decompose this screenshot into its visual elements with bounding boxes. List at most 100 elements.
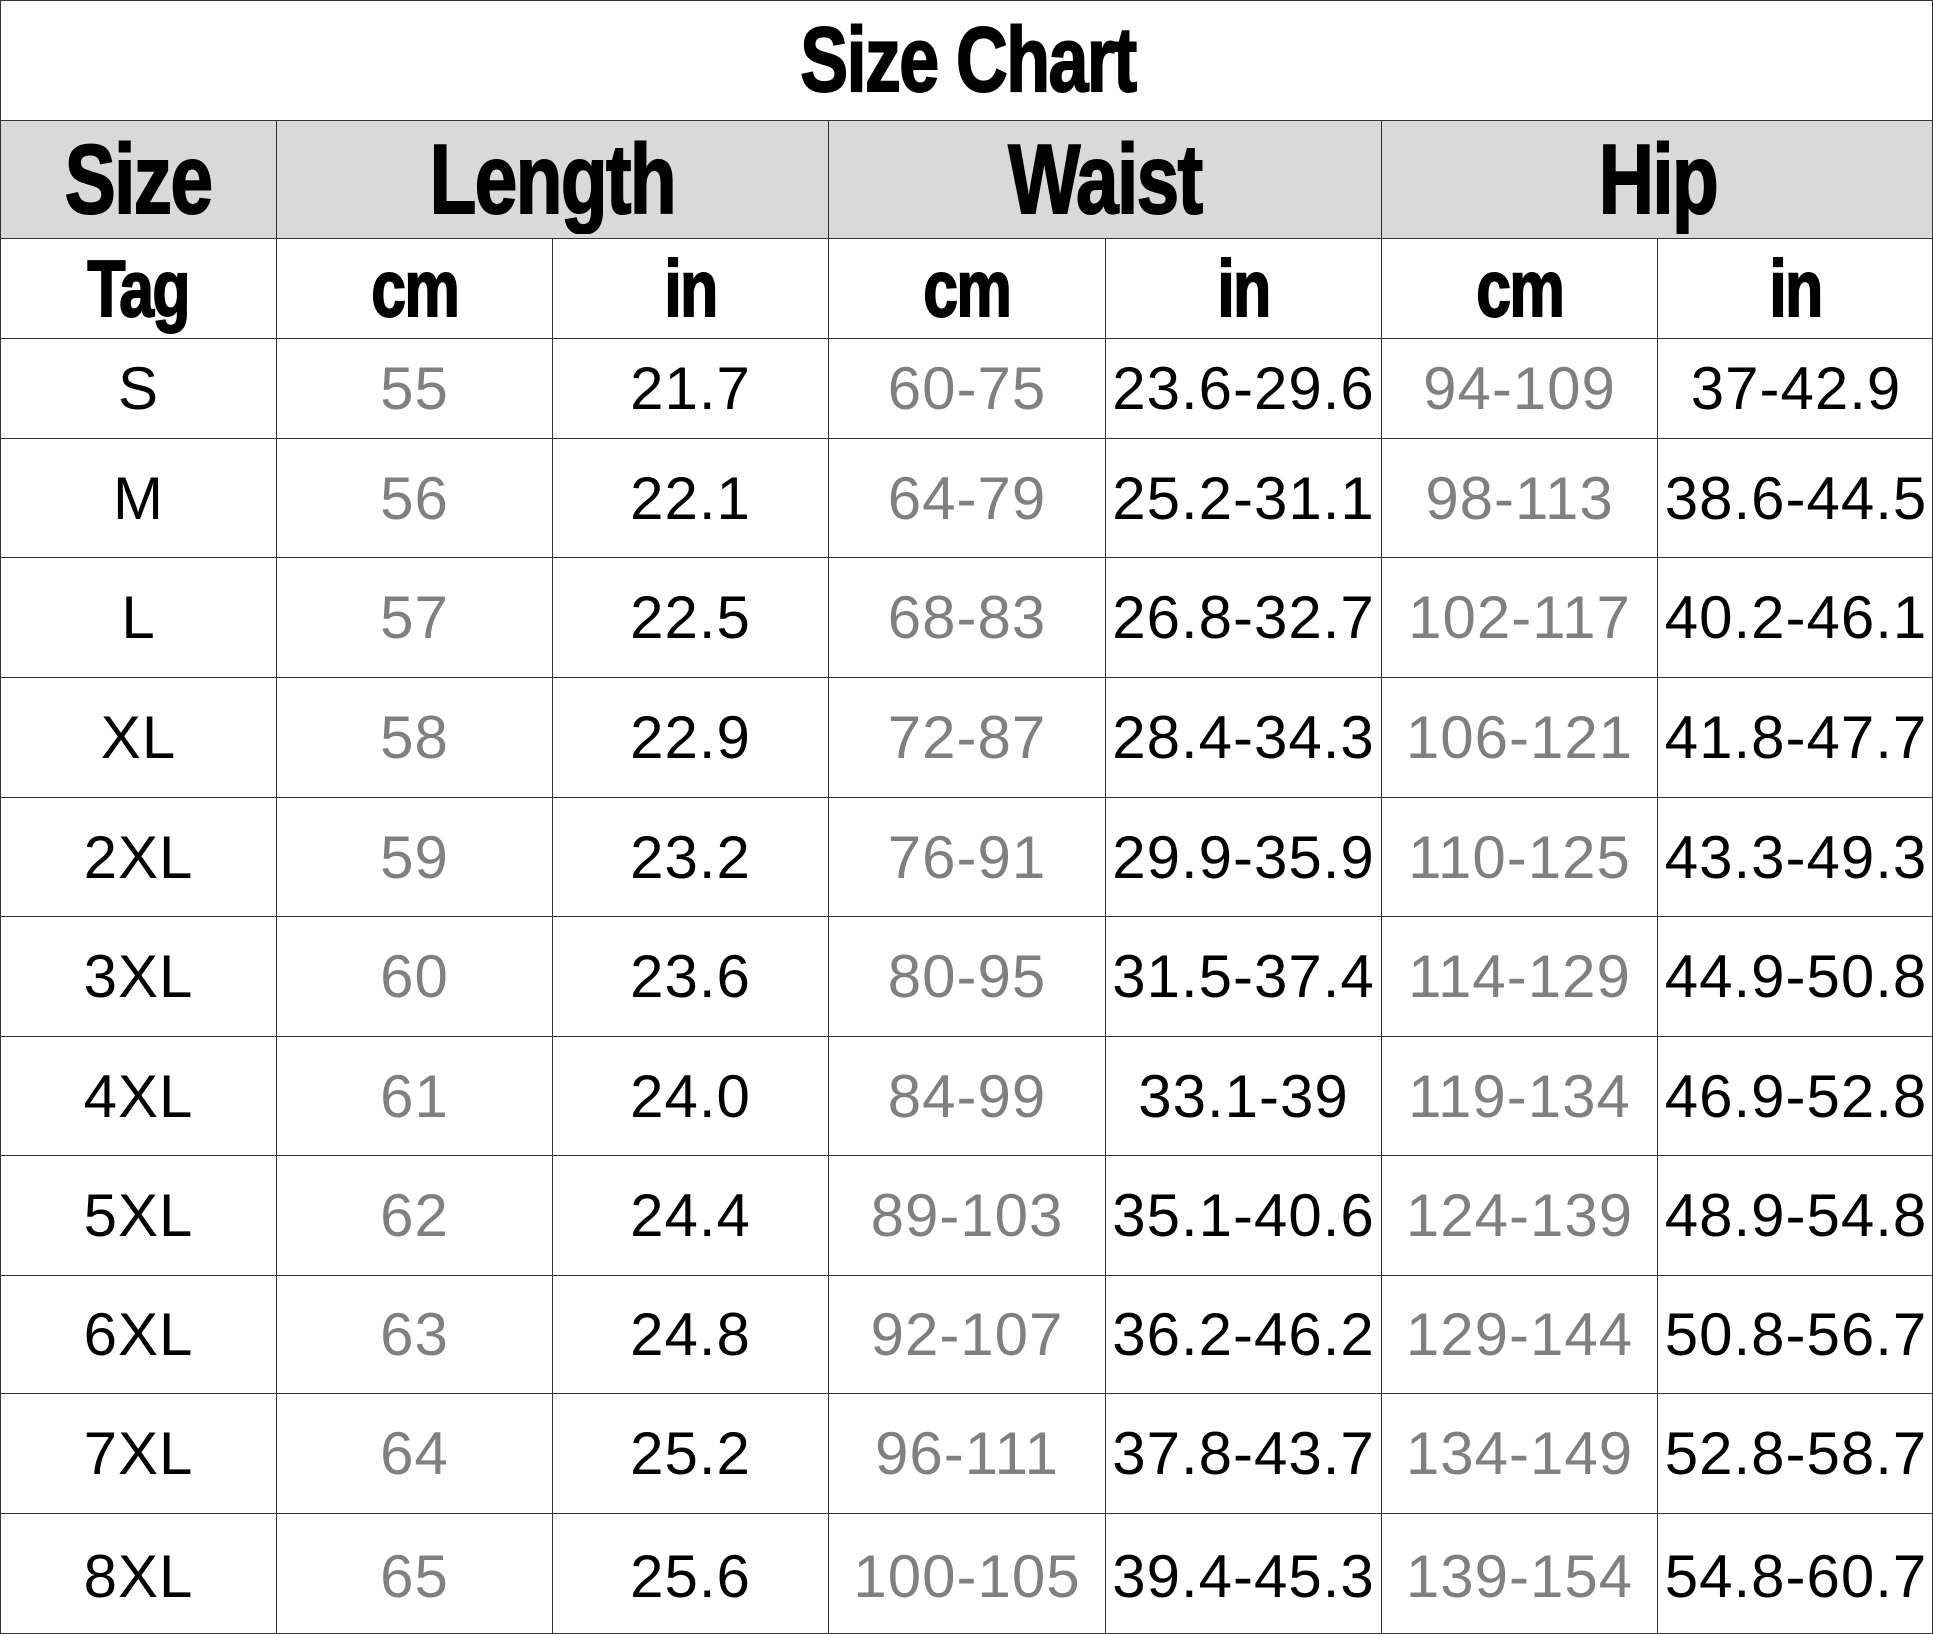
table-cell: 25.2 <box>553 1394 829 1514</box>
table-cell: 65 <box>277 1514 553 1633</box>
table-cell: 96-111 <box>829 1394 1106 1514</box>
table-cell: 63 <box>277 1276 553 1394</box>
header-hip: Hip <box>1382 121 1932 239</box>
table-cell: 22.9 <box>553 678 829 798</box>
table-cell: 24.0 <box>553 1037 829 1156</box>
size-tag-cell: 7XL <box>1 1394 277 1514</box>
table-cell: 39.4-45.3 <box>1106 1514 1382 1633</box>
table-cell: 64 <box>277 1394 553 1514</box>
subheader-cell: in <box>553 239 829 339</box>
subheader-cell: cm <box>829 239 1106 339</box>
table-cell: 52.8-58.7 <box>1658 1394 1932 1514</box>
table-cell: 44.9-50.8 <box>1658 917 1932 1037</box>
header-length-text: Length <box>429 123 677 235</box>
table-cell: 31.5-37.4 <box>1106 917 1382 1037</box>
table-cell: 22.1 <box>553 439 829 558</box>
subheader-cell: in <box>1106 239 1382 339</box>
table-cell: 54.8-60.7 <box>1658 1514 1932 1633</box>
table-cell: 62 <box>277 1156 553 1276</box>
table-cell: 40.2-46.1 <box>1658 558 1932 678</box>
table-cell: 55 <box>277 339 553 439</box>
table-cell: 119-134 <box>1382 1037 1658 1156</box>
header-size: Size <box>1 121 277 239</box>
size-tag-cell: M <box>1 439 277 558</box>
table-cell: 72-87 <box>829 678 1106 798</box>
table-cell: 60-75 <box>829 339 1106 439</box>
table-cell: 25.6 <box>553 1514 829 1633</box>
subheader-cell: cm <box>1382 239 1658 339</box>
table-cell: 68-83 <box>829 558 1106 678</box>
subheader-text: cm <box>370 243 460 334</box>
size-tag-cell: 5XL <box>1 1156 277 1276</box>
table-cell: 23.6 <box>553 917 829 1037</box>
table-cell: 92-107 <box>829 1276 1106 1394</box>
table-cell: 76-91 <box>829 798 1106 917</box>
subheader-cell: Tag <box>1 239 277 339</box>
table-cell: 21.7 <box>553 339 829 439</box>
table-cell: 37-42.9 <box>1658 339 1932 439</box>
subheader-text: Tag <box>87 243 192 334</box>
table-cell: 29.9-35.9 <box>1106 798 1382 917</box>
chart-title-text: Size Chart <box>799 8 1137 112</box>
size-tag-cell: 4XL <box>1 1037 277 1156</box>
table-cell: 38.6-44.5 <box>1658 439 1932 558</box>
table-cell: 46.9-52.8 <box>1658 1037 1932 1156</box>
table-cell: 36.2-46.2 <box>1106 1276 1382 1394</box>
table-cell: 22.5 <box>553 558 829 678</box>
header-waist: Waist <box>829 121 1382 239</box>
table-cell: 94-109 <box>1382 339 1658 439</box>
table-cell: 89-103 <box>829 1156 1106 1276</box>
subheader-text: cm <box>923 243 1013 334</box>
table-cell: 24.8 <box>553 1276 829 1394</box>
header-waist-text: Waist <box>1008 123 1204 235</box>
table-cell: 23.2 <box>553 798 829 917</box>
table-cell: 84-99 <box>829 1037 1106 1156</box>
table-cell: 26.8-32.7 <box>1106 558 1382 678</box>
table-cell: 59 <box>277 798 553 917</box>
table-cell: 23.6-29.6 <box>1106 339 1382 439</box>
size-tag-cell: 2XL <box>1 798 277 917</box>
subheader-text: in <box>664 243 719 334</box>
subheader-cell: cm <box>277 239 553 339</box>
table-cell: 50.8-56.7 <box>1658 1276 1932 1394</box>
table-cell: 134-149 <box>1382 1394 1658 1514</box>
table-cell: 64-79 <box>829 439 1106 558</box>
table-cell: 129-144 <box>1382 1276 1658 1394</box>
table-cell: 41.8-47.7 <box>1658 678 1932 798</box>
table-cell: 58 <box>277 678 553 798</box>
table-cell: 106-121 <box>1382 678 1658 798</box>
table-cell: 114-129 <box>1382 917 1658 1037</box>
table-cell: 33.1-39 <box>1106 1037 1382 1156</box>
header-hip-text: Hip <box>1598 123 1720 235</box>
subheader-text: in <box>1769 243 1824 334</box>
table-cell: 28.4-34.3 <box>1106 678 1382 798</box>
table-cell: 24.4 <box>553 1156 829 1276</box>
table-cell: 100-105 <box>829 1514 1106 1633</box>
table-cell: 48.9-54.8 <box>1658 1156 1932 1276</box>
subheader-cell: in <box>1658 239 1932 339</box>
size-tag-cell: 6XL <box>1 1276 277 1394</box>
table-cell: 25.2-31.1 <box>1106 439 1382 558</box>
chart-title: Size Chart <box>1 1 1932 121</box>
subheader-text: cm <box>1475 243 1565 334</box>
table-cell: 60 <box>277 917 553 1037</box>
header-size-text: Size <box>64 123 214 235</box>
table-cell: 61 <box>277 1037 553 1156</box>
size-tag-cell: XL <box>1 678 277 798</box>
header-length: Length <box>277 121 829 239</box>
size-tag-cell: 8XL <box>1 1514 277 1633</box>
size-tag-cell: S <box>1 339 277 439</box>
subheader-text: in <box>1217 243 1272 334</box>
table-cell: 56 <box>277 439 553 558</box>
table-cell: 37.8-43.7 <box>1106 1394 1382 1514</box>
table-cell: 98-113 <box>1382 439 1658 558</box>
size-tag-cell: L <box>1 558 277 678</box>
table-cell: 57 <box>277 558 553 678</box>
table-cell: 35.1-40.6 <box>1106 1156 1382 1276</box>
table-cell: 110-125 <box>1382 798 1658 917</box>
table-cell: 102-117 <box>1382 558 1658 678</box>
table-cell: 43.3-49.3 <box>1658 798 1932 917</box>
size-tag-cell: 3XL <box>1 917 277 1037</box>
table-cell: 139-154 <box>1382 1514 1658 1633</box>
